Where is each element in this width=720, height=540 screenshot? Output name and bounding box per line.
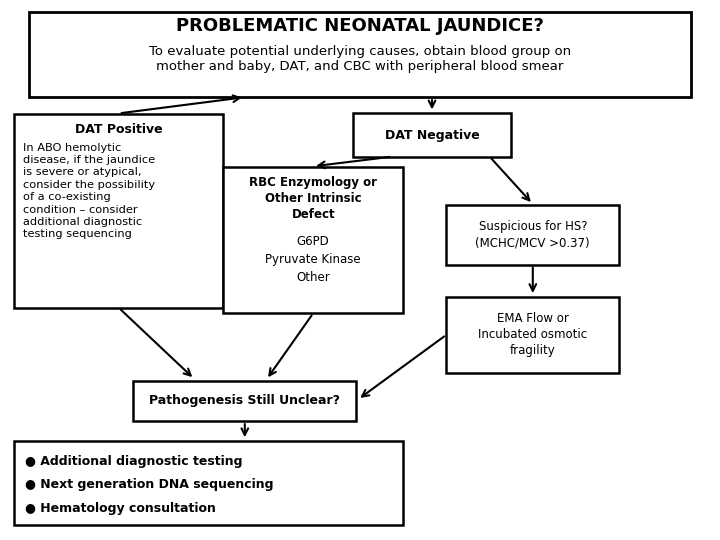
- FancyBboxPatch shape: [446, 297, 619, 373]
- FancyBboxPatch shape: [14, 441, 403, 525]
- FancyBboxPatch shape: [29, 12, 691, 97]
- Text: PROBLEMATIC NEONATAL JAUNDICE?: PROBLEMATIC NEONATAL JAUNDICE?: [176, 17, 544, 35]
- FancyBboxPatch shape: [353, 113, 511, 157]
- Text: ● Next generation DNA sequencing: ● Next generation DNA sequencing: [25, 478, 274, 491]
- Text: ● Additional diagnostic testing: ● Additional diagnostic testing: [25, 455, 243, 468]
- FancyBboxPatch shape: [223, 167, 403, 313]
- Text: EMA Flow or
Incubated osmotic
fragility: EMA Flow or Incubated osmotic fragility: [478, 312, 588, 357]
- Text: ● Hematology consultation: ● Hematology consultation: [25, 502, 216, 515]
- Text: In ABO hemolytic
disease, if the jaundice
is severe or atypical,
consider the po: In ABO hemolytic disease, if the jaundic…: [23, 143, 156, 239]
- Text: Suspicious for HS?
(MCHC/MCV >0.37): Suspicious for HS? (MCHC/MCV >0.37): [475, 220, 590, 249]
- FancyBboxPatch shape: [133, 381, 356, 421]
- Text: DAT Negative: DAT Negative: [384, 129, 480, 141]
- FancyBboxPatch shape: [14, 114, 223, 308]
- Text: Pathogenesis Still Unclear?: Pathogenesis Still Unclear?: [149, 394, 341, 408]
- Text: G6PD
Pyruvate Kinase
Other: G6PD Pyruvate Kinase Other: [266, 235, 361, 284]
- FancyBboxPatch shape: [446, 205, 619, 265]
- Text: RBC Enzymology or
Other Intrinsic
Defect: RBC Enzymology or Other Intrinsic Defect: [249, 176, 377, 220]
- Text: DAT Positive: DAT Positive: [75, 123, 163, 136]
- Text: To evaluate potential underlying causes, obtain blood group on
mother and baby, : To evaluate potential underlying causes,…: [149, 45, 571, 73]
